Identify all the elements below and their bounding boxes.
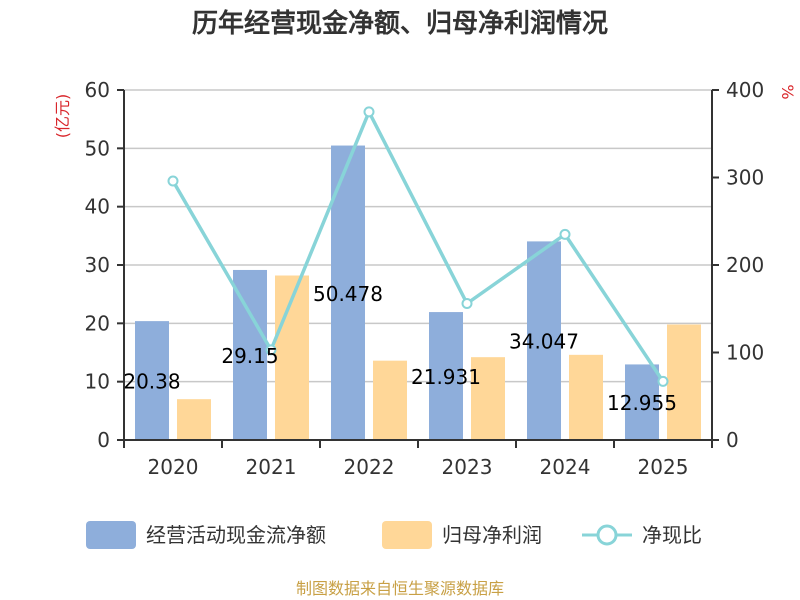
data-label-cash-flow-2021: 29.15: [221, 344, 278, 368]
bar-net-profit-2020: [177, 399, 211, 440]
x-tick-label-2021: 2021: [246, 455, 297, 479]
data-label-cash-flow-2024: 34.047: [509, 330, 579, 354]
ratio-point-2021: [265, 344, 277, 356]
data-labels: 20.38 29.15 50.478 21.931 34.047 12.955: [123, 282, 677, 415]
legend: 经营活动现金流净额 归母净利润 净现比: [86, 521, 702, 549]
ratio-point-2020: [167, 175, 179, 187]
bar-cash-flow-2025: [625, 364, 659, 440]
bar-net-profit-2025: [667, 324, 701, 440]
legend-label-cash-flow: 经营活动现金流净额: [146, 523, 326, 547]
ratio-point-2024: [559, 228, 571, 240]
bar-net-profit-2024: [569, 354, 603, 440]
bar-cash-flow-2023: [429, 312, 463, 440]
y-right-tick-label: 0: [726, 428, 739, 452]
x-tick-label-2020: 2020: [148, 455, 199, 479]
ratio-line: [167, 106, 669, 387]
legend-swatch-ratio-marker: [596, 524, 618, 546]
legend-label-net-profit: 归母净利润: [442, 523, 542, 547]
x-tick-label-2023: 2023: [442, 455, 493, 479]
y-right-tick-label: 400: [726, 78, 764, 102]
chart-title: 历年经营现金净额、归母净利润情况: [192, 8, 608, 39]
x-tick-label-2024: 2024: [540, 455, 591, 479]
y-right-tick-label: 200: [726, 253, 764, 277]
y-right-tick-label: 300: [726, 166, 764, 190]
bar-net-profit-2023: [471, 357, 505, 440]
ratio-polyline: [171, 110, 665, 383]
x-tick-label-2022: 2022: [344, 455, 395, 479]
legend-swatch-cash-flow: [86, 521, 136, 549]
y-left-tick-label: 50: [85, 136, 110, 160]
data-label-cash-flow-2022: 50.478: [313, 282, 383, 306]
data-source-note: 制图数据来自恒生聚源数据库: [296, 579, 504, 598]
y-right-tick-label: 100: [726, 341, 764, 365]
ratio-point-2025: [657, 375, 669, 387]
legend-swatch-net-profit: [382, 521, 432, 549]
bar-net-profit-2022: [373, 360, 407, 440]
bar-cash-flow-2020: [135, 321, 169, 440]
data-label-cash-flow-2020: 20.38: [123, 370, 180, 394]
axes: [117, 89, 719, 448]
y-left-tick-label: 10: [85, 370, 110, 394]
y-left-tick-label: 60: [85, 78, 110, 102]
legend-label-ratio: 净现比: [642, 523, 702, 547]
data-label-cash-flow-2023: 21.931: [411, 365, 481, 389]
grid-lines: [124, 89, 712, 383]
y-left-tick-label: 30: [85, 253, 110, 277]
ratio-point-2022: [363, 106, 375, 118]
y-left-tick-label: 40: [85, 195, 110, 219]
ratio-point-2023: [461, 298, 473, 309]
bar-cash-flow-2021: [233, 269, 267, 440]
tick-labels: 0 10 20 30 40 50 60 0 100 200 300 400 2020 2021 2022 20…: [85, 78, 765, 479]
x-tick-label-2025: 2025: [638, 455, 689, 479]
data-label-cash-flow-2025: 12.955: [607, 391, 677, 415]
y-left-unit-label: (亿元): [53, 94, 72, 139]
y-right-unit-label: %: [778, 84, 797, 99]
bar-cash-flow-2024: [527, 241, 561, 440]
y-left-tick-label: 0: [97, 428, 110, 452]
bars: [135, 145, 701, 441]
y-left-tick-label: 20: [85, 311, 110, 335]
